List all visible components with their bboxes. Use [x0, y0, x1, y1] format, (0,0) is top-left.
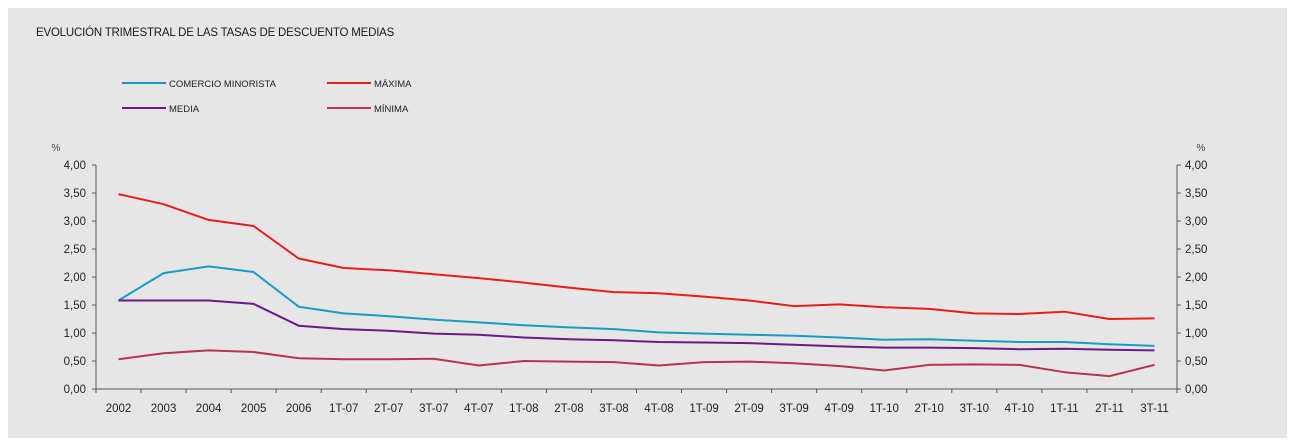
- x-tick-label: 1T-07: [329, 403, 358, 415]
- y-tick-label-left: 2,50: [64, 244, 86, 256]
- x-tick-label: 2T-10: [915, 403, 944, 415]
- y-tick-label-right: 1,00: [1185, 328, 1207, 340]
- y-tick-label-right: 1,50: [1185, 300, 1207, 312]
- y-tick-label-right: 3,50: [1185, 188, 1207, 200]
- x-tick-label: 3T-07: [419, 403, 448, 415]
- x-tick-label: 2002: [106, 403, 132, 415]
- x-tick-label: 3T-10: [960, 403, 989, 415]
- series-line-m-xima: [118, 193, 1155, 320]
- x-tick-label: 2T-09: [734, 403, 763, 415]
- chart-title: EVOLUCIÓN TRIMESTRAL DE LAS TASAS DE DES…: [36, 27, 395, 39]
- legend-label: MÁXIMA: [374, 79, 412, 90]
- x-tick-label: 4T-08: [644, 403, 673, 415]
- y-tick-label-left: 3,00: [64, 216, 86, 228]
- x-tick-label: 4T-07: [464, 403, 493, 415]
- y-tick-label-right: 0,00: [1185, 384, 1207, 396]
- legend-label: MEDIA: [169, 104, 200, 115]
- x-tick-label: 2006: [286, 403, 312, 415]
- x-tick-label: 3T-11: [1140, 403, 1169, 415]
- x-tick-label: 1T-10: [870, 403, 899, 415]
- series-line-media: [118, 299, 1155, 352]
- x-tick-label: 4T-09: [824, 403, 853, 415]
- y-tick-label-left: 1,00: [64, 328, 86, 340]
- y-tick-label-right: 3,00: [1185, 216, 1207, 228]
- y-tick-label-left: 3,50: [64, 188, 86, 200]
- x-tick-label: 2T-07: [374, 403, 403, 415]
- y-unit-right: %: [1197, 143, 1206, 154]
- x-tick-label: 2004: [196, 403, 222, 415]
- y-tick-label-right: 2,50: [1185, 244, 1207, 256]
- y-tick-label-right: 2,00: [1185, 272, 1207, 284]
- series-line-comercio-minorista: [117, 265, 1155, 347]
- x-tick-label: 3T-08: [599, 403, 628, 415]
- x-tick-label: 2005: [241, 403, 267, 415]
- x-tick-label: 1T-11: [1050, 403, 1079, 415]
- y-tick-label-right: 0,50: [1185, 356, 1207, 368]
- y-tick-label-right: 4,00: [1185, 160, 1207, 172]
- chart-frame: EVOLUCIÓN TRIMESTRAL DE LAS TASAS DE DES…: [8, 8, 1287, 438]
- x-tick-label: 1T-08: [509, 403, 538, 415]
- x-tick-label: 2T-11: [1095, 403, 1124, 415]
- x-tick-label: 4T-10: [1005, 403, 1034, 415]
- y-tick-label-left: 4,00: [64, 160, 86, 172]
- x-tick-label: 3T-09: [779, 403, 808, 415]
- x-tick-label: 1T-09: [689, 403, 718, 415]
- x-tick-label: 2T-08: [554, 403, 583, 415]
- legend-label: MÍNIMA: [374, 104, 409, 115]
- y-unit-left: %: [52, 143, 61, 154]
- y-tick-label-left: 2,00: [64, 272, 86, 284]
- y-tick-label-left: 1,50: [64, 300, 86, 312]
- series-line-m-nima: [118, 349, 1155, 378]
- y-tick-label-left: 0,50: [64, 356, 86, 368]
- legend-label: COMERCIO MINORISTA: [169, 79, 277, 90]
- y-tick-label-left: 0,00: [64, 384, 86, 396]
- x-tick-label: 2003: [151, 403, 177, 415]
